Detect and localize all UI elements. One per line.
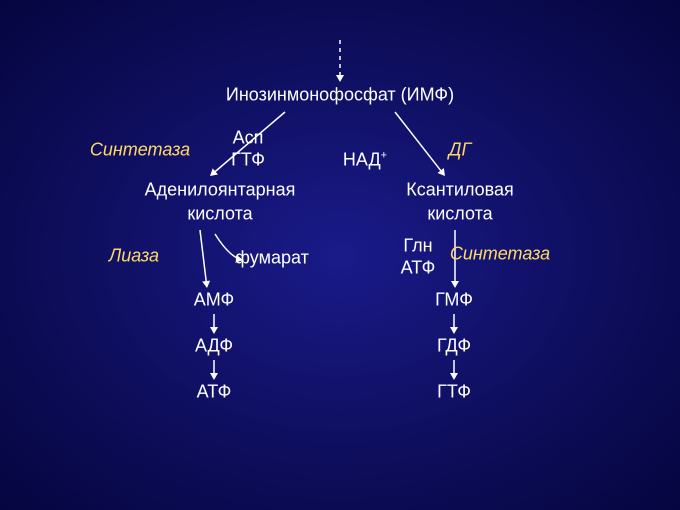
node-gdp: ГДФ	[437, 336, 471, 357]
node-gmp: ГМФ	[435, 290, 473, 311]
node-dg: ДГ	[449, 140, 471, 161]
node-xan2: кислота	[427, 204, 492, 225]
node-syn1: Синтетаза	[90, 140, 190, 161]
node-asa2: кислота	[187, 204, 252, 225]
node-lyase: Лиаза	[109, 246, 159, 267]
node-imp: Инозинмонофосфат (ИМФ)	[226, 85, 454, 106]
node-asp: Асп	[233, 128, 264, 149]
node-atp_cof: АТФ	[401, 258, 436, 279]
node-adp: АДФ	[195, 336, 233, 357]
node-nad: НАД+	[343, 150, 387, 171]
node-asa1: Аденилоянтарная	[145, 180, 296, 201]
node-xan1: Ксантиловая	[406, 180, 514, 201]
node-syn2: Синтетаза	[450, 244, 550, 265]
node-gtp: ГТФ	[437, 382, 471, 403]
node-fum: фумарат	[235, 248, 309, 269]
pathway-arrows	[0, 0, 680, 510]
node-gtp_cof: ГТФ	[231, 150, 265, 171]
node-amp: АМФ	[194, 290, 234, 311]
node-atp: АТФ	[197, 382, 232, 403]
node-gln: Глн	[403, 236, 432, 257]
